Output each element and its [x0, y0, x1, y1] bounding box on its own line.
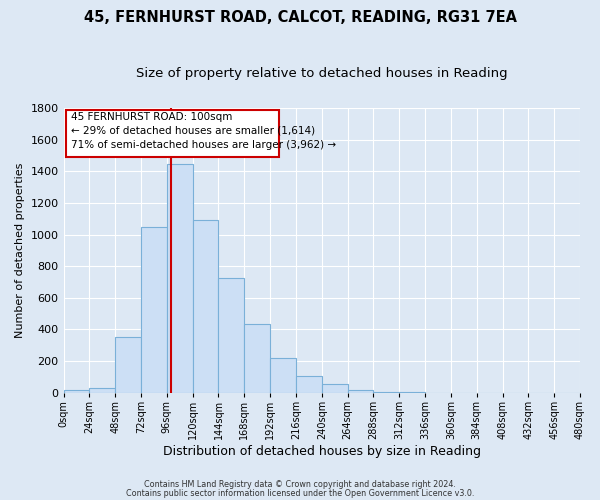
- Title: Size of property relative to detached houses in Reading: Size of property relative to detached ho…: [136, 68, 508, 80]
- Bar: [296, 376, 322, 393]
- Bar: [347, 390, 373, 393]
- Text: Contains HM Land Registry data © Crown copyright and database right 2024.: Contains HM Land Registry data © Crown c…: [144, 480, 456, 489]
- Bar: [244, 324, 270, 393]
- Bar: [167, 164, 193, 393]
- Bar: [270, 358, 296, 393]
- X-axis label: Distribution of detached houses by size in Reading: Distribution of detached houses by size …: [163, 444, 481, 458]
- Text: 45, FERNHURST ROAD, CALCOT, READING, RG31 7EA: 45, FERNHURST ROAD, CALCOT, READING, RG3…: [83, 10, 517, 25]
- Bar: [373, 392, 399, 393]
- Text: 45 FERNHURST ROAD: 100sqm
← 29% of detached houses are smaller (1,614)
71% of se: 45 FERNHURST ROAD: 100sqm ← 29% of detac…: [71, 112, 336, 150]
- Bar: [193, 220, 218, 393]
- Bar: [64, 390, 89, 393]
- Bar: [115, 338, 141, 393]
- FancyBboxPatch shape: [65, 110, 279, 157]
- Bar: [141, 226, 167, 393]
- Bar: [218, 278, 244, 393]
- Bar: [322, 384, 347, 393]
- Y-axis label: Number of detached properties: Number of detached properties: [15, 162, 25, 338]
- Text: Contains public sector information licensed under the Open Government Licence v3: Contains public sector information licen…: [126, 488, 474, 498]
- Bar: [89, 388, 115, 393]
